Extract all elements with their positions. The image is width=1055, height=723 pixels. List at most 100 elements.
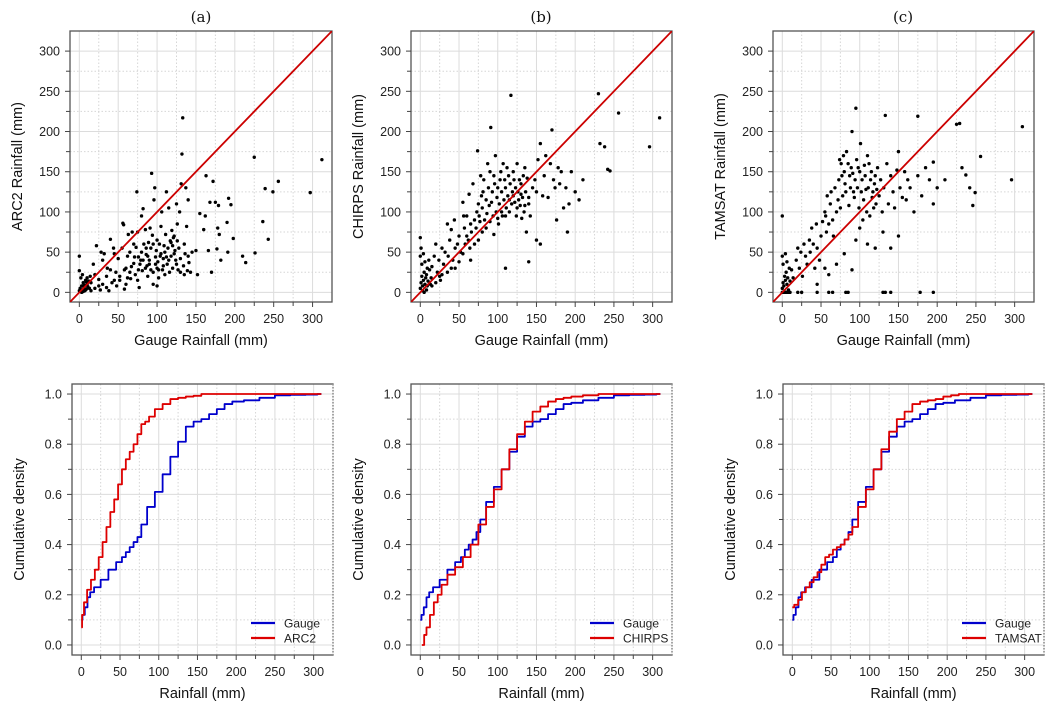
data-point: [823, 266, 827, 270]
data-point: [422, 270, 426, 274]
data-point: [530, 186, 535, 190]
data-point: [482, 178, 486, 182]
y-tick-label: 300: [742, 45, 763, 59]
y-tick-label: 50: [46, 246, 60, 260]
data-point: [484, 198, 488, 202]
data-point: [186, 198, 190, 202]
data-point: [440, 246, 444, 250]
data-point: [441, 262, 446, 266]
data-point: [457, 234, 461, 238]
data-point: [190, 250, 194, 254]
data-point: [125, 276, 130, 280]
data-point: [565, 230, 570, 234]
y-tick-label: 0.2: [384, 588, 401, 602]
data-point: [803, 254, 808, 258]
one-to-one-line: [411, 31, 672, 302]
data-point: [497, 202, 501, 206]
y-tick-label: 150: [380, 165, 401, 179]
data-point: [858, 141, 863, 146]
data-point: [837, 157, 842, 162]
data-point: [534, 238, 539, 242]
y-tick-label: 0: [394, 286, 401, 300]
data-point: [827, 272, 831, 277]
x-tick-label: 0: [417, 312, 424, 326]
data-point: [132, 255, 137, 259]
data-point: [449, 266, 453, 270]
data-point: [424, 288, 429, 292]
data-point: [208, 200, 212, 204]
data-point: [421, 252, 426, 256]
data-point: [475, 210, 479, 214]
data-point: [498, 178, 502, 182]
data-point: [781, 262, 785, 266]
data-point: [964, 173, 968, 177]
data-point: [513, 200, 517, 204]
data-point: [150, 233, 155, 237]
data-point: [780, 254, 784, 258]
panel-title-b: (b): [530, 8, 551, 26]
x-tick-label: 150: [888, 312, 909, 326]
data-point: [112, 278, 117, 282]
data-point: [421, 278, 426, 282]
data-point: [480, 230, 484, 234]
y-tick-label: 0.2: [45, 588, 62, 602]
x-tick-label: 50: [824, 665, 838, 679]
data-point: [508, 182, 512, 186]
data-point: [79, 276, 83, 280]
x-tick-label: 0: [78, 665, 85, 679]
data-point: [139, 214, 144, 218]
x-tick-label: 250: [603, 312, 624, 326]
data-point: [453, 266, 457, 270]
data-point: [492, 174, 496, 178]
cdf-line-arc2: [81, 393, 322, 629]
data-point: [873, 174, 877, 178]
y-tick-label: 250: [742, 85, 763, 99]
y-tick-label: 100: [742, 205, 763, 219]
data-point: [506, 194, 510, 198]
data-point: [871, 206, 876, 210]
data-point: [534, 190, 539, 194]
data-point: [602, 145, 607, 149]
data-point: [841, 194, 845, 198]
one-to-one-line: [773, 31, 1034, 302]
y-axis-label: Cumulative density: [723, 458, 739, 581]
data-point: [181, 116, 185, 120]
data-point: [118, 274, 122, 278]
data-point: [188, 270, 193, 274]
y-tick-label: 250: [380, 85, 401, 99]
data-point: [94, 244, 99, 248]
data-point: [791, 276, 795, 280]
data-point: [465, 234, 469, 238]
data-point: [824, 230, 829, 234]
data-point: [206, 248, 211, 253]
data-point: [935, 186, 939, 190]
data-point: [430, 284, 434, 288]
x-tick-label: 300: [302, 312, 323, 326]
data-point: [148, 226, 152, 230]
data-point: [783, 278, 788, 282]
data-point: [107, 289, 111, 293]
data-point: [489, 200, 494, 204]
data-point: [156, 268, 161, 272]
data-point: [141, 258, 145, 262]
data-point: [146, 274, 150, 278]
x-tick-label: 200: [565, 665, 586, 679]
data-point: [174, 258, 178, 262]
data-point: [437, 258, 441, 262]
y-tick-label: 200: [39, 125, 60, 139]
x-tick-label: 250: [264, 665, 285, 679]
data-point: [554, 218, 559, 222]
data-point: [831, 234, 836, 238]
data-point: [859, 190, 863, 194]
y-tick-label: 0.0: [756, 638, 773, 652]
data-point: [931, 160, 936, 164]
data-point: [155, 284, 159, 288]
data-point: [423, 260, 427, 264]
data-point: [110, 281, 114, 285]
data-point: [461, 214, 466, 218]
y-tick-label: 100: [39, 205, 60, 219]
data-point: [163, 272, 167, 277]
data-point: [923, 166, 928, 170]
data-point: [796, 290, 800, 295]
y-axis-label: Cumulative density: [12, 458, 28, 581]
